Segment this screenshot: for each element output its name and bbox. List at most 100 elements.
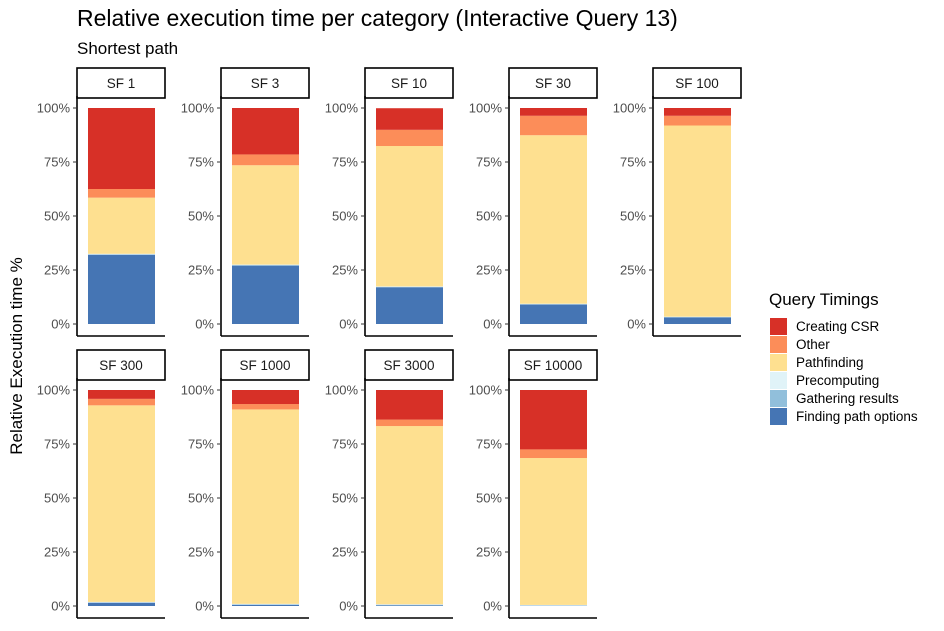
bar-segment-pathfinding: [376, 426, 443, 605]
y-tick-label: 100%: [181, 101, 215, 116]
legend-key-gathering-results: [770, 390, 787, 407]
y-tick-label: 50%: [188, 209, 214, 224]
y-tick-label: 50%: [44, 209, 70, 224]
y-tick-label: 25%: [332, 545, 358, 560]
y-tick-label: 25%: [188, 545, 214, 560]
legend-label-pathfinding: Pathfinding: [796, 355, 864, 370]
bar-segment-creating-csr: [520, 390, 587, 450]
bar-segment-gathering-results: [232, 604, 299, 605]
facet-sf-3000: SF 3000 0% 25% 50% 75% 100%: [325, 349, 454, 619]
bar-segment-other: [376, 129, 443, 147]
facet-strip: [508, 349, 598, 381]
chart-subtitle: Shortest path: [77, 39, 178, 58]
bar-segment-finding-path-options: [376, 605, 443, 606]
bar-segment-pathfinding: [232, 165, 299, 265]
legend-key-pathfinding: [770, 354, 787, 371]
facet-sf-1: SF 1 0% 25% 50% 75% 100%: [37, 67, 166, 337]
bar-segment-finding-path-options: [376, 287, 443, 324]
facet-strip-label: SF 10: [391, 76, 427, 91]
bar-segment-creating-csr: [232, 390, 299, 405]
bar-segment-other: [88, 398, 155, 406]
bar-segment-pathfinding: [664, 125, 731, 317]
y-tick-label: 0%: [195, 599, 214, 614]
y-tick-label: 75%: [188, 155, 214, 170]
bar-segment-pathfinding: [88, 197, 155, 254]
y-tick-label: 100%: [325, 383, 359, 398]
bar-segment-other: [664, 115, 731, 126]
y-tick-label: 75%: [44, 437, 70, 452]
legend: Query Timings Creating CSR Other Pathfindi…: [769, 290, 918, 425]
y-tick-label: 75%: [44, 155, 70, 170]
y-tick-label: 100%: [37, 383, 71, 398]
y-tick-label: 0%: [195, 317, 214, 332]
bar-segment-finding-path-options: [232, 265, 299, 324]
y-tick-label: 0%: [339, 317, 358, 332]
facet-strip: [652, 67, 742, 99]
bar-segment-creating-csr: [376, 390, 443, 420]
facet-strip: [76, 349, 166, 381]
bar-segment-other: [232, 154, 299, 166]
bar-segment-other: [520, 115, 587, 136]
legend-label-gathering-results: Gathering results: [796, 391, 899, 406]
legend-key-finding-path-options: [770, 408, 787, 425]
y-tick-label: 100%: [469, 383, 503, 398]
facet-strip-label: SF 3000: [383, 358, 434, 373]
y-tick-label: 25%: [332, 263, 358, 278]
y-tick-label: 100%: [181, 383, 215, 398]
bar-segment-finding-path-options: [232, 604, 299, 606]
y-tick-label: 100%: [613, 101, 647, 116]
facet-sf-30: SF 30 0% 25% 50% 75% 100%: [469, 67, 598, 337]
y-tick-label: 50%: [188, 491, 214, 506]
facet-strip: [364, 349, 454, 381]
facet-sf-3: SF 3 0% 25% 50% 75% 100%: [181, 67, 310, 337]
y-tick-label: 75%: [332, 155, 358, 170]
facet-strip: [364, 67, 454, 99]
bar-segment-pathfinding: [520, 458, 587, 605]
facet-panels: SF 10%25%50%75%100%SF 30%25%50%75%100%SF…: [37, 67, 742, 619]
y-tick-label: 100%: [325, 101, 359, 116]
facet-strip: [220, 349, 310, 381]
legend-label-precomputing: Precomputing: [796, 373, 879, 388]
chart-title: Relative execution time per category (In…: [77, 5, 678, 31]
bar-segment-creating-csr: [376, 108, 443, 130]
facet-strip-label: SF 300: [99, 358, 143, 373]
facet-sf-1000: SF 1000 0% 25% 50% 75% 100%: [181, 349, 310, 619]
y-tick-label: 25%: [476, 545, 502, 560]
y-axis-label: Relative Execution time %: [7, 257, 26, 454]
facet-strip-label: SF 10000: [524, 358, 583, 373]
y-tick-label: 25%: [620, 263, 646, 278]
y-tick-label: 0%: [483, 599, 502, 614]
legend-title: Query Timings: [769, 290, 879, 309]
y-tick-label: 50%: [332, 491, 358, 506]
y-tick-label: 25%: [188, 263, 214, 278]
facet-sf-100: SF 100 0% 25% 50% 75% 100%: [613, 67, 742, 337]
y-tick-label: 0%: [51, 317, 70, 332]
y-tick-label: 75%: [476, 437, 502, 452]
legend-key-precomputing: [770, 372, 787, 389]
bar-segment-gathering-results: [376, 604, 443, 606]
y-tick-label: 50%: [476, 491, 502, 506]
bar-segment-other: [520, 449, 587, 459]
legend-label-finding-path-options: Finding path options: [796, 409, 918, 424]
bar-segment-creating-csr: [232, 108, 299, 155]
y-tick-label: 50%: [44, 491, 70, 506]
facet-sf-300: SF 300 0% 25% 50% 75% 100%: [37, 349, 166, 619]
y-tick-label: 75%: [188, 437, 214, 452]
bar-segment-finding-path-options: [88, 254, 155, 324]
facet-strip-label: SF 1: [107, 76, 136, 91]
legend-key-other: [770, 336, 787, 353]
bar-segment-other: [232, 404, 299, 410]
bar-segment-other: [376, 419, 443, 427]
bar-segment-finding-path-options: [520, 304, 587, 324]
facet-sf-10: SF 10 0% 25% 50% 75% 100%: [325, 67, 454, 337]
bar-segment-pathfinding: [232, 409, 299, 604]
y-tick-label: 0%: [51, 599, 70, 614]
y-tick-label: 0%: [339, 599, 358, 614]
bar-segment-other: [88, 189, 155, 198]
y-tick-label: 75%: [332, 437, 358, 452]
facet-strip-label: SF 100: [675, 76, 719, 91]
y-tick-label: 100%: [469, 101, 503, 116]
bar-segment-creating-csr: [520, 108, 587, 116]
y-tick-label: 25%: [44, 263, 70, 278]
bar-segment-gathering-results: [232, 265, 299, 266]
